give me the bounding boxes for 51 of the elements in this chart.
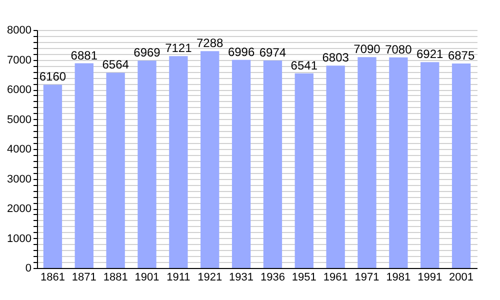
- x-tick-label: 1951: [292, 272, 316, 284]
- data-label: 6881: [70, 48, 98, 62]
- bar: [74, 63, 94, 268]
- x-tick-label: 1871: [72, 272, 96, 284]
- bar: [358, 57, 376, 268]
- bar: [294, 73, 314, 268]
- data-label: 6921: [416, 47, 444, 62]
- y-tick-label: 0: [25, 262, 32, 274]
- bar: [43, 84, 62, 268]
- y-tick-label: 7000: [7, 54, 32, 66]
- data-label: 6160: [39, 70, 66, 84]
- y-tick-label: 8000: [7, 24, 32, 36]
- bar: [232, 60, 251, 268]
- bar: [420, 62, 440, 268]
- bar: [326, 66, 345, 268]
- y-tick-label: 3000: [7, 173, 32, 186]
- data-label: 7080: [385, 42, 412, 56]
- x-tick-label: 1931: [229, 272, 254, 284]
- bar: [452, 63, 471, 268]
- x-tick-label: 2001: [449, 272, 474, 284]
- data-label: 7090: [354, 42, 381, 56]
- data-label: 6996: [228, 44, 255, 59]
- x-tick-label: 1911: [166, 272, 190, 284]
- bar: [169, 56, 188, 268]
- data-label: 6969: [134, 46, 161, 60]
- data-label: 7121: [165, 41, 192, 56]
- y-tick-label: 5000: [7, 114, 32, 126]
- y-tick-label: 2000: [7, 203, 32, 215]
- x-tick-label: 1981: [386, 272, 411, 284]
- bar: [138, 60, 156, 268]
- data-label: 6875: [448, 48, 475, 62]
- bar: [200, 51, 220, 268]
- x-tick-label: 1901: [134, 272, 160, 284]
- y-tick-label: 4000: [7, 144, 32, 156]
- data-label: 6564: [102, 58, 130, 72]
- x-tick-label: 1961: [323, 272, 348, 284]
- bar: [389, 57, 408, 268]
- x-tick-label: 1861: [40, 272, 65, 284]
- bar: [106, 72, 125, 268]
- data-label: 7288: [196, 36, 224, 50]
- x-tick-label: 1881: [103, 272, 128, 284]
- x-tick-label: 1971: [354, 272, 380, 284]
- data-label: 6974: [259, 46, 286, 60]
- x-tick-label: 1936: [260, 272, 285, 284]
- bar: [263, 60, 282, 268]
- y-tick-label: 1000: [7, 232, 32, 245]
- x-tick-label: 1921: [198, 272, 222, 284]
- x-tick-label: 1991: [418, 272, 442, 284]
- data-label: 6803: [322, 50, 350, 65]
- data-label: 6541: [290, 58, 318, 72]
- y-tick-label: 6000: [7, 84, 32, 96]
